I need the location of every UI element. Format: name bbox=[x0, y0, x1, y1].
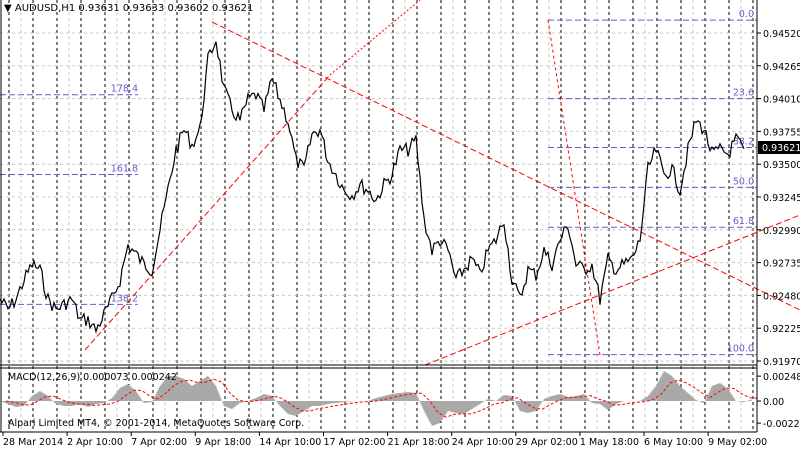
low-value: 0.93602 bbox=[167, 3, 209, 14]
symbol-label: AUDUSD,H1 bbox=[14, 3, 76, 14]
macd-axis-label: 0.002487 bbox=[763, 372, 800, 383]
fibo-level-label: 23.6 bbox=[733, 88, 754, 99]
time-tick-label: 21 Apr 18:00 bbox=[388, 437, 450, 448]
dropdown-arrow-icon[interactable]: ▼ bbox=[4, 3, 12, 14]
fibo-level-label: 38.2 bbox=[733, 136, 754, 147]
fibo-level-label: 100.0 bbox=[727, 344, 754, 355]
price-tick-label: 0.91970 bbox=[763, 357, 800, 368]
price-tick-label: 0.92480 bbox=[763, 291, 800, 302]
time-tick-label: 6 May 10:00 bbox=[644, 437, 703, 448]
price-axis[interactable]: 0.94520 0.94265 0.94010 0.93755 0.93500 0.932… bbox=[757, 29, 800, 430]
fibo-baseline[interactable] bbox=[547, 19, 601, 356]
price-line bbox=[0, 41, 745, 334]
time-tick-label: 9 Apr 18:00 bbox=[195, 437, 251, 448]
fibo-expansion-label: 138.2 bbox=[111, 293, 138, 304]
time-axis[interactable]: 28 Mar 2014 2 Apr 10:00 7 Apr 02:00 9 Apr 1… bbox=[2, 432, 767, 448]
time-tick-label: 28 Mar 2014 bbox=[3, 437, 63, 448]
current-price-marker bbox=[758, 141, 800, 154]
trend-lines[interactable] bbox=[84, 0, 800, 366]
time-tick-label: 1 May 18:00 bbox=[580, 437, 639, 448]
time-tick-label: 24 Apr 10:00 bbox=[452, 437, 514, 448]
price-tick-label: 0.93245 bbox=[763, 193, 800, 204]
macd-axis-label: -0.002212 bbox=[763, 419, 800, 430]
fibo-level-label: 61.8 bbox=[733, 216, 754, 227]
macd-signal-line bbox=[5, 378, 759, 418]
macd-axis-label: 0.00 bbox=[763, 397, 784, 408]
price-tick-label: 0.93755 bbox=[763, 127, 800, 138]
time-tick-label: 29 Apr 02:00 bbox=[516, 437, 578, 448]
macd-panel bbox=[0, 371, 759, 426]
price-tick-label: 0.94520 bbox=[763, 29, 800, 40]
fibonacci-levels: 0.0 23.6 38.2 50.0 61.8 100.0 178.4 161.8 138.2 bbox=[0, 9, 757, 356]
time-tick-label: 7 Apr 02:00 bbox=[131, 437, 187, 448]
fibo-level-label: 0.0 bbox=[739, 9, 754, 20]
current-price-label: 0.93621 bbox=[762, 143, 800, 154]
price-tick-label: 0.92735 bbox=[763, 259, 800, 270]
fibo-expansion-label: 161.8 bbox=[111, 163, 138, 174]
grid bbox=[0, 0, 757, 432]
chart-header: ▼ AUDUSD,H1 0.93631 0.93633 0.93602 0.93… bbox=[4, 3, 253, 14]
price-tick-label: 0.94265 bbox=[763, 62, 800, 73]
trend-line[interactable] bbox=[424, 214, 800, 366]
high-value: 0.93633 bbox=[122, 3, 165, 14]
open-value: 0.93631 bbox=[78, 3, 120, 14]
time-tick-label: 9 May 02:00 bbox=[708, 437, 767, 448]
price-tick-label: 0.93500 bbox=[763, 160, 800, 171]
macd-label: MACD(12,26,9) 0.000073 0.000242 bbox=[8, 372, 177, 383]
price-tick-label: 0.92990 bbox=[763, 226, 800, 237]
time-tick-label: 14 Apr 10:00 bbox=[259, 437, 321, 448]
price-tick-label: 0.94010 bbox=[763, 95, 800, 106]
fibo-level-label: 50.0 bbox=[733, 176, 754, 187]
time-tick-label: 17 Apr 02:00 bbox=[324, 437, 386, 448]
trend-line[interactable] bbox=[84, 74, 331, 351]
close-value: 0.93621 bbox=[212, 3, 254, 14]
copyright-text: Alpari Limited MT4, © 2001-2014, MetaQuo… bbox=[8, 418, 304, 429]
trend-line[interactable] bbox=[211, 21, 800, 311]
fibo-expansion-label: 178.4 bbox=[111, 84, 138, 95]
price-tick-label: 0.92225 bbox=[763, 324, 800, 335]
time-tick-label: 2 Apr 10:00 bbox=[67, 437, 123, 448]
trend-line[interactable] bbox=[329, 0, 421, 76]
